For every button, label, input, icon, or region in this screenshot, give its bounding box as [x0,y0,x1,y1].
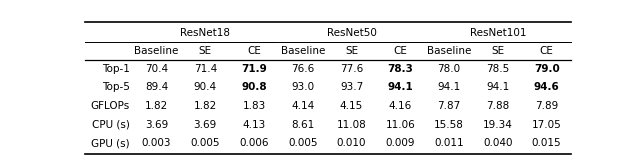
Text: ResNet18: ResNet18 [180,29,230,39]
Text: 7.88: 7.88 [486,101,509,111]
Text: GPU (s): GPU (s) [91,138,129,148]
Text: 3.69: 3.69 [145,120,168,130]
Text: 71.4: 71.4 [194,64,217,74]
Text: 78.3: 78.3 [387,64,413,74]
Text: 78.0: 78.0 [438,64,461,74]
Text: 77.6: 77.6 [340,64,363,74]
Text: 19.34: 19.34 [483,120,513,130]
Text: 4.15: 4.15 [340,101,363,111]
Text: Baseline: Baseline [280,46,325,56]
Text: 0.005: 0.005 [288,138,317,148]
Text: 4.13: 4.13 [243,120,266,130]
Text: 0.003: 0.003 [141,138,172,148]
Text: 93.0: 93.0 [291,83,314,93]
Text: 4.16: 4.16 [388,101,412,111]
Text: 94.1: 94.1 [486,83,509,93]
Text: 70.4: 70.4 [145,64,168,74]
Text: GFLOPs: GFLOPs [90,101,129,111]
Text: 93.7: 93.7 [340,83,363,93]
Text: Top-5: Top-5 [102,83,129,93]
Text: 94.1: 94.1 [438,83,461,93]
Text: 0.010: 0.010 [337,138,366,148]
Text: 94.6: 94.6 [534,83,559,93]
Text: 0.006: 0.006 [239,138,269,148]
Text: CE: CE [394,46,407,56]
Text: 90.8: 90.8 [241,83,267,93]
Text: 0.040: 0.040 [483,138,513,148]
Text: ResNet101: ResNet101 [470,29,526,39]
Text: 1.82: 1.82 [194,101,217,111]
Text: 3.69: 3.69 [194,120,217,130]
Text: 78.5: 78.5 [486,64,509,74]
Text: 76.6: 76.6 [291,64,314,74]
Text: 7.87: 7.87 [438,101,461,111]
Text: 4.14: 4.14 [291,101,314,111]
Text: 0.009: 0.009 [385,138,415,148]
Text: 11.06: 11.06 [385,120,415,130]
Text: CPU (s): CPU (s) [92,120,129,130]
Text: 0.015: 0.015 [532,138,561,148]
Text: 8.61: 8.61 [291,120,314,130]
Text: 79.0: 79.0 [534,64,559,74]
Text: CE: CE [247,46,261,56]
Text: CE: CE [540,46,554,56]
Text: SE: SE [492,46,504,56]
Text: SE: SE [345,46,358,56]
Text: Baseline: Baseline [134,46,179,56]
Text: Top-1: Top-1 [102,64,129,74]
Text: 1.82: 1.82 [145,101,168,111]
Text: ResNet50: ResNet50 [326,29,376,39]
Text: 90.4: 90.4 [194,83,217,93]
Text: 94.1: 94.1 [387,83,413,93]
Text: 71.9: 71.9 [241,64,267,74]
Text: Baseline: Baseline [427,46,471,56]
Text: 17.05: 17.05 [532,120,561,130]
Text: 11.08: 11.08 [337,120,367,130]
Text: 0.011: 0.011 [435,138,464,148]
Text: 89.4: 89.4 [145,83,168,93]
Text: 7.89: 7.89 [535,101,558,111]
Text: 15.58: 15.58 [434,120,464,130]
Text: 1.83: 1.83 [243,101,266,111]
Text: 0.005: 0.005 [191,138,220,148]
Text: SE: SE [198,46,212,56]
